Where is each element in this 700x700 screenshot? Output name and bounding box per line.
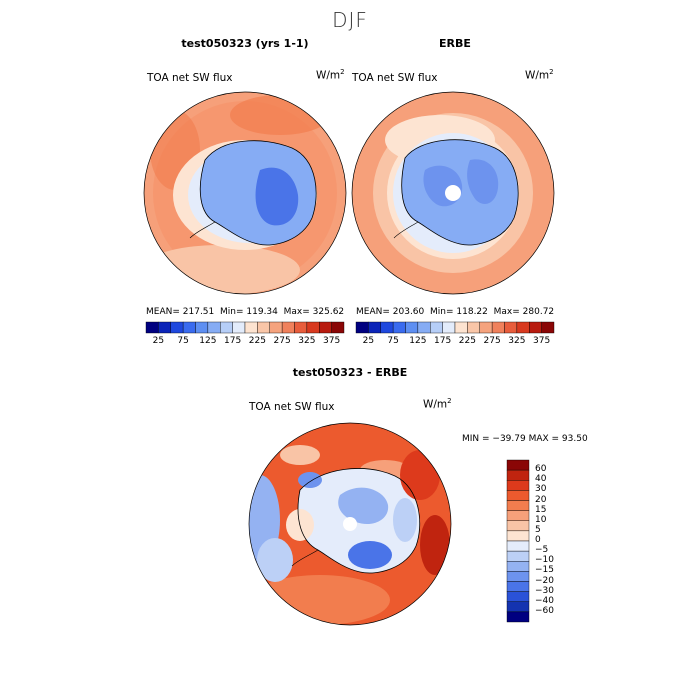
diff-colorbar-swatch [506,510,530,521]
diff-colorbar-swatch [506,459,530,471]
panel-1-colorbar-tick-label: 325 [298,336,316,346]
panel-1-title: test050323 (yrs 1-1) [181,37,309,50]
panel-2-stats: MEAN= 203.60 Min= 118.22 Max= 280.72 [356,307,555,317]
diff-colorbar-swatch [506,601,530,613]
diff-colorbar-tick-label: −40 [535,595,554,606]
diff-colorbar-swatch [506,490,530,501]
diff-colorbar-tick-label: 10 [535,514,547,525]
diff-colorbar-swatch [506,530,530,542]
panel-1-colorbar-tick-label: 175 [224,336,242,346]
diff-colorbar-tick-label: −15 [535,565,554,576]
diff-colorbar-swatch [506,581,530,592]
diff-panel-minmax: MIN = −39.79 MAX = 93.50 [462,434,588,444]
diff-colorbar-tick-label: 20 [535,494,547,505]
diff-colorbar-swatch [506,540,530,552]
diff-colorbar-swatch [506,480,530,491]
panel-2-colorbar-tick-label: 75 [387,336,399,346]
panel-1-colorbar-tick-label: 225 [248,336,266,346]
panel-1-colorbar-tick-label: 25 [152,336,165,346]
panel-2-colorbar-tick-label: 325 [508,336,526,346]
diff-colorbar-tick-label: 30 [535,484,547,495]
diff-panel-units: W/m2 [423,397,452,411]
panel-2-colorbar-tick-label: 275 [483,336,501,346]
panel-1-colorbar-tick-label: 125 [199,336,217,346]
diff-panel-title: test050323 - ERBE [292,366,408,379]
panel-1-colorbar-swatch [331,321,345,334]
panel-1-colorbar-tick-label: 375 [323,336,341,346]
panel-2-colorbar-tick-label: 225 [458,336,476,346]
panel-1-stats: MEAN= 217.51 Min= 119.34 Max= 325.62 [146,307,345,317]
diff-colorbar-tick-label: 5 [535,524,541,535]
diff-colorbar-swatch [506,611,530,623]
panel-2-colorbar-tick-label: 175 [434,336,452,346]
diff-colorbar-swatch [506,520,530,532]
panel-1-colorbar-tick-label: 75 [177,336,189,346]
diff-colorbar-tick-label: −10 [535,555,554,566]
panel-2-title: ERBE [439,37,471,50]
panel-2-colorbar-tick-label: 25 [362,336,375,346]
panel-1-colorbar-tick-label: 275 [273,336,291,346]
panel-2-units: W/m2 [525,68,554,82]
diff-colorbar-tick-label: 40 [535,474,547,485]
diff-colorbar-swatch [506,591,530,602]
figure-title: DJF [332,8,368,32]
diff-colorbar-tick-label: −60 [535,605,554,616]
diff-colorbar-tick-label: −5 [535,545,549,556]
diff-colorbar-tick-label: 15 [535,504,547,515]
diff-colorbar-tick-label: 0 [535,535,541,545]
panel-1-variable-label: TOA net SW flux [147,72,233,84]
panel-2-colorbar-swatch [541,321,555,334]
diff-panel-variable-label: TOA net SW flux [249,401,335,413]
diff-colorbar-tick-label: 60 [535,464,547,475]
diff-colorbar-swatch [506,571,530,582]
diff-colorbar-swatch [506,500,530,511]
panel-2-colorbar-tick-label: 125 [409,336,427,346]
diff-colorbar-swatch [506,561,530,572]
panel-2-variable-label: TOA net SW flux [352,72,438,84]
diff-colorbar-tick-label: −20 [535,575,554,586]
diff-colorbar-swatch [506,469,530,481]
panel-2-colorbar-tick-label: 375 [533,336,551,346]
panel-1-units: W/m2 [316,68,345,82]
diff-colorbar-swatch [506,550,530,562]
diff-colorbar-tick-label: −30 [535,585,554,596]
